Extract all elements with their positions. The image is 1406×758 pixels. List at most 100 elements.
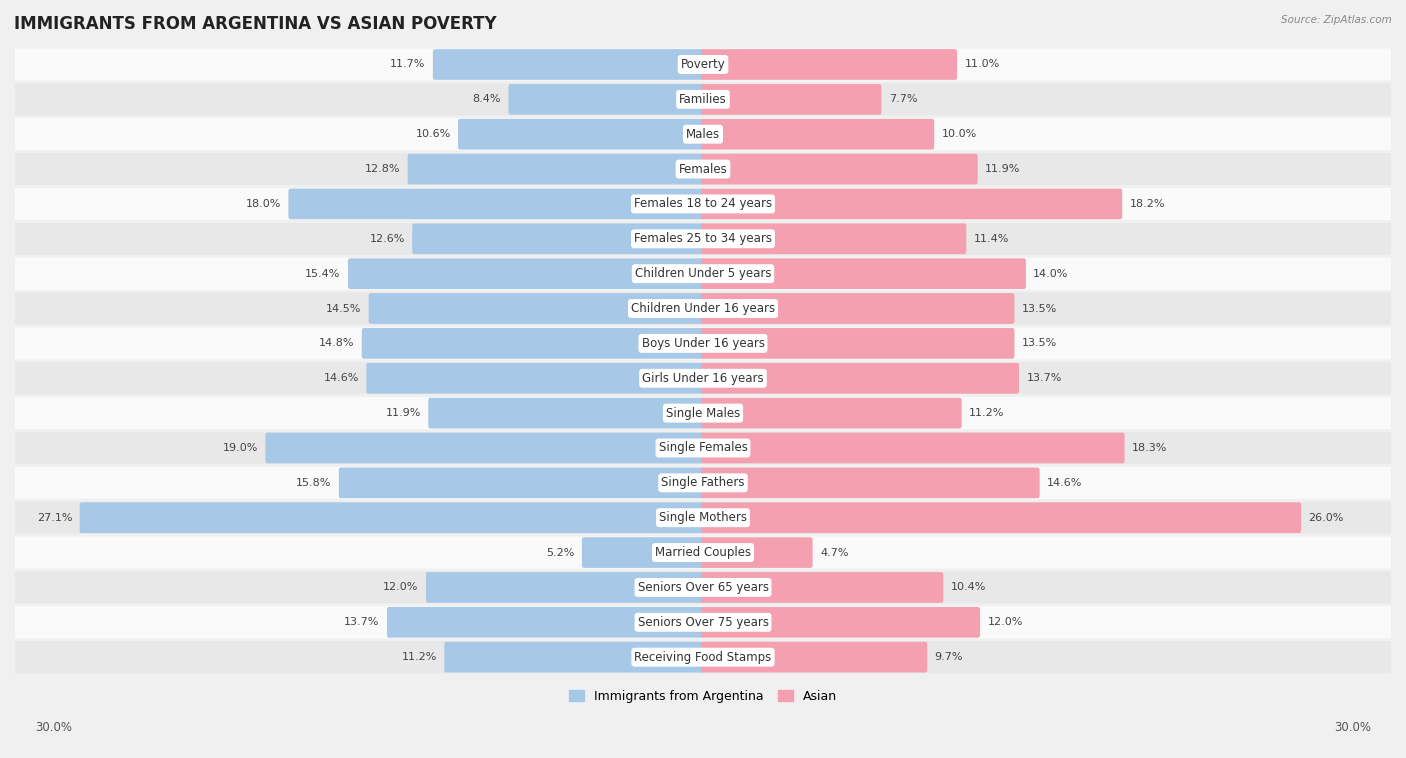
Text: Single Females: Single Females <box>658 441 748 455</box>
Text: 12.0%: 12.0% <box>384 582 419 593</box>
Text: 10.6%: 10.6% <box>416 129 451 139</box>
Text: Children Under 16 years: Children Under 16 years <box>631 302 775 315</box>
FancyBboxPatch shape <box>426 572 704 603</box>
Text: 15.8%: 15.8% <box>297 478 332 488</box>
FancyBboxPatch shape <box>702 468 1039 498</box>
FancyBboxPatch shape <box>458 119 704 149</box>
Text: 14.6%: 14.6% <box>323 373 359 384</box>
FancyBboxPatch shape <box>15 467 1391 499</box>
FancyBboxPatch shape <box>702 154 977 184</box>
FancyBboxPatch shape <box>15 641 1391 673</box>
FancyBboxPatch shape <box>582 537 704 568</box>
Text: 11.2%: 11.2% <box>969 408 1004 418</box>
Text: 12.0%: 12.0% <box>987 617 1022 628</box>
Text: 30.0%: 30.0% <box>35 721 72 734</box>
Text: 13.5%: 13.5% <box>1022 338 1057 349</box>
Text: 11.9%: 11.9% <box>385 408 420 418</box>
Text: 10.4%: 10.4% <box>950 582 986 593</box>
FancyBboxPatch shape <box>702 224 966 254</box>
Text: Boys Under 16 years: Boys Under 16 years <box>641 337 765 350</box>
Text: Poverty: Poverty <box>681 58 725 71</box>
Text: 15.4%: 15.4% <box>305 268 340 279</box>
Text: Seniors Over 65 years: Seniors Over 65 years <box>637 581 769 594</box>
FancyBboxPatch shape <box>368 293 704 324</box>
FancyBboxPatch shape <box>15 223 1391 255</box>
FancyBboxPatch shape <box>15 537 1391 568</box>
Text: 12.8%: 12.8% <box>364 164 401 174</box>
FancyBboxPatch shape <box>702 363 1019 393</box>
FancyBboxPatch shape <box>15 153 1391 185</box>
Text: Single Fathers: Single Fathers <box>661 476 745 490</box>
FancyBboxPatch shape <box>702 642 928 672</box>
Text: 14.8%: 14.8% <box>319 338 354 349</box>
FancyBboxPatch shape <box>702 258 1026 289</box>
Text: 14.5%: 14.5% <box>326 303 361 314</box>
FancyBboxPatch shape <box>702 189 1122 219</box>
FancyBboxPatch shape <box>702 49 957 80</box>
FancyBboxPatch shape <box>361 328 704 359</box>
Text: 11.0%: 11.0% <box>965 59 1000 70</box>
Text: 27.1%: 27.1% <box>37 512 72 523</box>
Text: Females: Females <box>679 162 727 176</box>
FancyBboxPatch shape <box>702 537 813 568</box>
FancyBboxPatch shape <box>702 607 980 637</box>
Text: 11.7%: 11.7% <box>389 59 426 70</box>
Text: Receiving Food Stamps: Receiving Food Stamps <box>634 650 772 664</box>
FancyBboxPatch shape <box>15 572 1391 603</box>
FancyBboxPatch shape <box>288 189 704 219</box>
FancyBboxPatch shape <box>15 502 1391 534</box>
FancyBboxPatch shape <box>15 606 1391 638</box>
FancyBboxPatch shape <box>444 642 704 672</box>
Text: 19.0%: 19.0% <box>222 443 259 453</box>
Text: 30.0%: 30.0% <box>1334 721 1371 734</box>
FancyBboxPatch shape <box>509 84 704 114</box>
Text: Males: Males <box>686 127 720 141</box>
Text: 10.0%: 10.0% <box>942 129 977 139</box>
FancyBboxPatch shape <box>15 49 1391 80</box>
FancyBboxPatch shape <box>702 84 882 114</box>
FancyBboxPatch shape <box>429 398 704 428</box>
Text: IMMIGRANTS FROM ARGENTINA VS ASIAN POVERTY: IMMIGRANTS FROM ARGENTINA VS ASIAN POVER… <box>14 15 496 33</box>
FancyBboxPatch shape <box>702 293 1015 324</box>
Text: 11.4%: 11.4% <box>973 233 1010 244</box>
Text: 13.7%: 13.7% <box>1026 373 1062 384</box>
FancyBboxPatch shape <box>412 224 704 254</box>
Text: Source: ZipAtlas.com: Source: ZipAtlas.com <box>1281 15 1392 25</box>
FancyBboxPatch shape <box>266 433 704 463</box>
Text: 9.7%: 9.7% <box>935 652 963 662</box>
FancyBboxPatch shape <box>15 432 1391 464</box>
Text: 11.2%: 11.2% <box>402 652 437 662</box>
Text: Single Males: Single Males <box>666 406 740 420</box>
Text: Families: Families <box>679 93 727 106</box>
Text: 11.9%: 11.9% <box>986 164 1021 174</box>
Text: 14.6%: 14.6% <box>1047 478 1083 488</box>
FancyBboxPatch shape <box>80 503 704 533</box>
Text: 12.6%: 12.6% <box>370 233 405 244</box>
FancyBboxPatch shape <box>387 607 704 637</box>
FancyBboxPatch shape <box>702 572 943 603</box>
FancyBboxPatch shape <box>702 433 1125 463</box>
FancyBboxPatch shape <box>367 363 704 393</box>
FancyBboxPatch shape <box>15 118 1391 150</box>
Text: 14.0%: 14.0% <box>1033 268 1069 279</box>
Text: Children Under 5 years: Children Under 5 years <box>634 267 772 280</box>
FancyBboxPatch shape <box>702 119 934 149</box>
FancyBboxPatch shape <box>15 258 1391 290</box>
FancyBboxPatch shape <box>702 328 1015 359</box>
FancyBboxPatch shape <box>15 397 1391 429</box>
Text: Single Mothers: Single Mothers <box>659 511 747 525</box>
FancyBboxPatch shape <box>15 327 1391 359</box>
FancyBboxPatch shape <box>433 49 704 80</box>
Text: Married Couples: Married Couples <box>655 546 751 559</box>
Text: Females 25 to 34 years: Females 25 to 34 years <box>634 232 772 246</box>
FancyBboxPatch shape <box>15 293 1391 324</box>
Text: 26.0%: 26.0% <box>1309 512 1344 523</box>
Text: 18.2%: 18.2% <box>1129 199 1166 209</box>
Text: Girls Under 16 years: Girls Under 16 years <box>643 371 763 385</box>
FancyBboxPatch shape <box>15 362 1391 394</box>
Legend: Immigrants from Argentina, Asian: Immigrants from Argentina, Asian <box>564 685 842 708</box>
Text: 13.7%: 13.7% <box>344 617 380 628</box>
Text: 18.3%: 18.3% <box>1132 443 1167 453</box>
FancyBboxPatch shape <box>408 154 704 184</box>
Text: Females 18 to 24 years: Females 18 to 24 years <box>634 197 772 211</box>
